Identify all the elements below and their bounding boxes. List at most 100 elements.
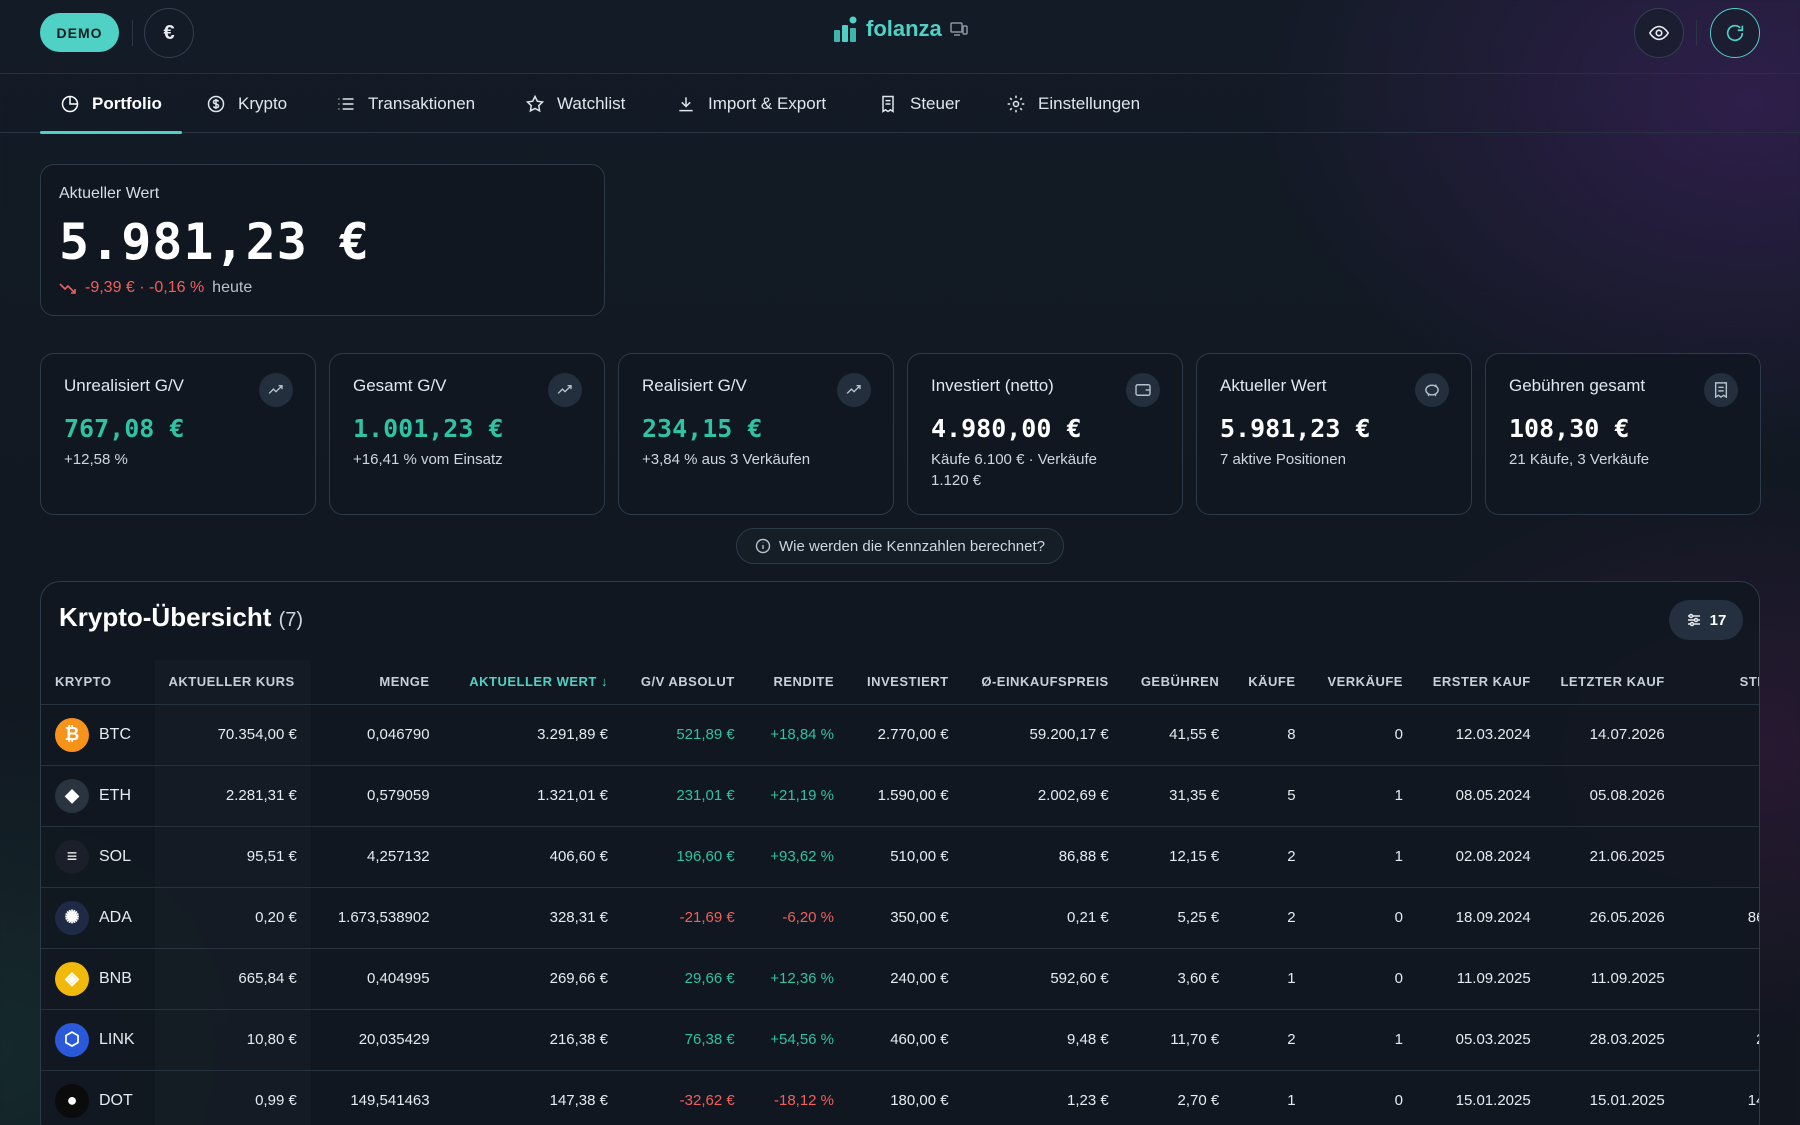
table-row[interactable]: ● DOT 0,99 €149,541463 147,38 € -32,62 € -18,… [41,1070,1759,1125]
tab-krypto[interactable]: Krypto [186,75,307,133]
invested-cell: 460,00 € [848,1009,963,1071]
refresh-button[interactable] [1710,8,1760,58]
col-header-avg-price[interactable]: Ø-EINKAUFSPREIS [962,660,1123,705]
tab-watchlist[interactable]: Watchlist [505,75,645,133]
dot-coin-icon: ● [55,1083,89,1118]
tab-portfolio[interactable]: Portfolio [40,75,182,134]
last-buy-cell: 14.07.2026 [1544,704,1679,766]
demo-badge[interactable]: DEMO [40,13,119,52]
coin-wrap: ◆ ETH [55,778,141,813]
col-header-buys[interactable]: KÄUFE [1233,660,1310,705]
kpi-label: Gebühren gesamt [1509,376,1646,395]
fees-cell: 3,60 € [1122,948,1234,1010]
last-buy-cell: 05.08.2026 [1544,765,1679,827]
brand-logo[interactable]: folanza [834,16,968,42]
col-header-pl[interactable]: G/V ABSOLUT [622,660,749,705]
bar-chart-icon [834,16,857,42]
buys-cell: 2 [1233,1009,1310,1071]
table-row[interactable]: ✺ ADA 0,20 €1.673,538902 328,31 € -21,69 € -6… [41,887,1759,949]
coin-wrap: ≡ SOL [55,839,141,874]
avg-price-cell: 59.200,17 € [962,704,1123,766]
col-header-first-buy[interactable]: ERSTER KAUF [1416,660,1545,705]
pl-cell: -21,69 € [622,887,749,949]
pl-cell: 29,66 € [622,948,749,1010]
table-row[interactable]: ◈ BNB 665,84 €0,404995 269,66 €29,66 € +12,3… [41,948,1759,1010]
coin-cell: ⬡ LINK [41,1009,155,1071]
first-buy-cell: 18.09.2024 [1416,887,1545,949]
buys-cell: 5 [1233,765,1310,827]
tab-einstellungen[interactable]: Einstellungen [986,75,1160,133]
coin-symbol: ETH [99,786,131,804]
price-cell: 0,99 € [154,1070,311,1125]
trend-up-icon [548,373,582,407]
qty-cell: 149,541463 [310,1070,444,1125]
crypto-table: KRYPTO AKTUELLER KURS MENGE AKTUELLER WE… [41,660,1759,1125]
taxfree-cell: 0,032962 [1678,704,1759,766]
pl-cell: 521,89 € [622,704,749,766]
return-cell: +21,19 % [748,765,849,827]
coin-cell: ≡ SOL [41,826,155,888]
invested-cell: 350,00 € [848,887,963,949]
col-header-sells[interactable]: VERKÄUFE [1309,660,1417,705]
divider [132,20,133,46]
col-header-price[interactable]: AKTUELLER KURS [154,660,311,705]
pl-cell: 196,60 € [622,826,749,888]
value-cell: 406,60 € [443,826,622,888]
first-buy-cell: 02.08.2024 [1416,826,1545,888]
tab-label: Einstellungen [1038,94,1141,113]
fees-cell: 31,35 € [1122,765,1234,827]
table-row[interactable]: ◆ ETH 2.281,31 €0,579059 1.321,01 €231,01 €… [41,765,1759,827]
tab-transaktionen[interactable]: Transaktionen [316,75,495,133]
col-header-value[interactable]: AKTUELLER WERT ↓ [443,660,622,705]
kpi-card-realized: Realisiert G/V 234,15 € +3,84 % aus 3 Ve… [618,353,894,515]
price-cell: 95,51 € [154,826,311,888]
table-row[interactable]: ≡ SOL 95,51 €4,257132 406,60 €196,60 € +93,6… [41,826,1759,888]
col-header-fees[interactable]: GEBÜHREN [1122,660,1234,705]
avg-price-cell: 2.002,69 € [962,765,1123,827]
toggle-visibility-button[interactable] [1634,8,1684,58]
table-row[interactable]: ⬡ LINK 10,80 €20,035429 216,38 €76,38 € +54,… [41,1009,1759,1071]
taxfree-cell: 3,777132 [1678,826,1759,888]
value-cell: 1.321,01 € [443,765,622,827]
col-header-krypto[interactable]: KRYPTO [41,660,155,705]
taxfree-cell: 869,565217 [1678,887,1759,949]
col-header-invested[interactable]: INVESTIERT [848,660,963,705]
table-header-row: KRYPTO AKTUELLER KURS MENGE AKTUELLER WE… [41,660,1759,705]
buys-cell: 2 [1233,887,1310,949]
coin-wrap: ⬡ LINK [55,1022,141,1057]
eye-icon [1648,25,1670,41]
col-header-return[interactable]: RENDITE [748,660,849,705]
sells-cell: 1 [1309,1009,1417,1071]
piggy-bank-icon [1415,373,1449,407]
currency-button[interactable]: € [144,8,194,58]
sells-cell: 1 [1309,826,1417,888]
tab-label: Krypto [238,94,288,113]
main-nav: Portfolio Krypto Transaktionen Watchlist… [0,75,1800,134]
panel-title-text: Krypto-Übersicht [59,602,272,632]
price-cell: 665,84 € [154,948,311,1010]
qty-cell: 0,404995 [310,948,444,1010]
link-coin-icon: ⬡ [55,1022,89,1057]
qty-cell: 1.673,538902 [310,887,444,949]
tab-label: Portfolio [92,94,162,113]
qty-cell: 0,046790 [310,704,444,766]
col-header-last-buy[interactable]: LETZTER KAUF [1544,660,1679,705]
top-bar: DEMO € folanza [0,0,1800,74]
wallet-icon [1126,373,1160,407]
col-header-qty[interactable]: MENGE [310,660,444,705]
avg-price-cell: 86,88 € [962,826,1123,888]
coin-cell: ✺ ADA [41,887,155,949]
panel-count: (7) [278,609,304,631]
kpi-value: 108,30 € [1509,414,1630,443]
btc-coin-icon: ₿ [55,717,89,752]
list-icon [338,98,354,110]
fees-cell: 12,15 € [1122,826,1234,888]
kpi-card-invested: Investiert (netto) 4.980,00 € Käufe 6.10… [907,353,1183,515]
tab-steuer[interactable]: Steuer [858,75,980,133]
table-row[interactable]: ₿ BTC 70.354,00 €0,046790 3.291,89 €521,89 … [41,704,1759,766]
metrics-info-button[interactable]: Wie werden die Kennzahlen berechnet? [736,528,1064,564]
column-filter-button[interactable]: 17 [1669,600,1743,640]
col-header-taxfree[interactable]: STEUERFREI [1678,660,1759,705]
coin-symbol: BNB [99,969,132,987]
tab-import-export[interactable]: Import & Export [656,75,846,133]
